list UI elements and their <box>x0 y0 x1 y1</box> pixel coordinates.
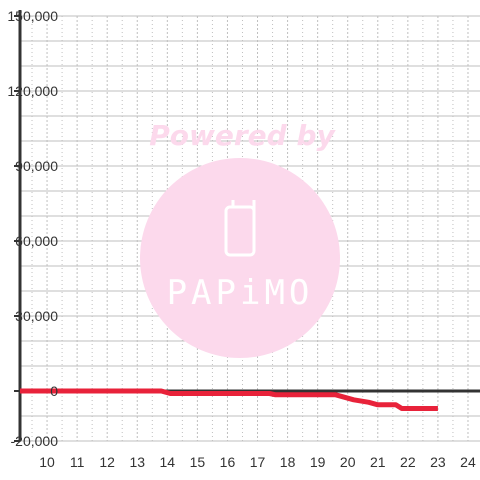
x-tick-label: 24 <box>460 454 476 470</box>
y-tick-label: 90,000 <box>15 158 58 174</box>
watermark-brand-text: PAPiMO <box>167 273 314 313</box>
x-tick-label: 13 <box>129 454 145 470</box>
watermark-powered-by-text: Powered by <box>149 119 336 152</box>
watermark-circle <box>140 158 340 358</box>
y-tick-label: 0 <box>50 383 58 399</box>
y-tick-label: 30,000 <box>15 308 58 324</box>
x-tick-label: 18 <box>280 454 296 470</box>
series-layer <box>20 388 438 411</box>
y-tick-label: 120,000 <box>7 83 58 99</box>
x-tick-label: 17 <box>250 454 266 470</box>
x-tick-label: 23 <box>430 454 446 470</box>
y-tick-label: -20,000 <box>11 433 59 449</box>
phone-icon <box>224 200 256 257</box>
x-tick-label: 16 <box>220 454 236 470</box>
series-line <box>20 388 438 411</box>
y-tick-label: 150,000 <box>7 8 58 24</box>
x-tick-label: 14 <box>160 454 176 470</box>
x-tick-label: 15 <box>190 454 206 470</box>
x-tick-label: 12 <box>99 454 115 470</box>
tick-label-layer: 150,000 120,000 90,000 60,000 30,000 0 -20,000… <box>7 8 476 470</box>
watermark: Powered by PAPiMO <box>140 119 340 358</box>
x-tick-label: 21 <box>370 454 386 470</box>
x-tick-label: 10 <box>39 454 55 470</box>
y-tick-label: 60,000 <box>15 233 58 249</box>
x-tick-label: 22 <box>400 454 416 470</box>
x-tick-label: 20 <box>340 454 356 470</box>
x-tick-label: 19 <box>310 454 326 470</box>
x-tick-label: 11 <box>70 454 85 470</box>
